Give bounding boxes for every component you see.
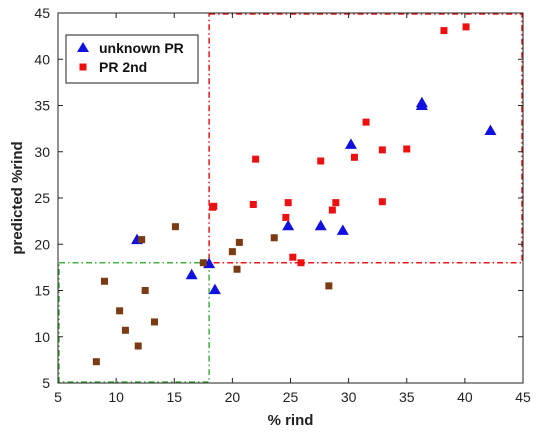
- square-point: [378, 198, 386, 206]
- triangle-point: [336, 224, 349, 235]
- x-tick-label: 35: [399, 389, 415, 405]
- square-point: [249, 200, 257, 208]
- y-tick-label: 20: [34, 236, 50, 252]
- square-point: [235, 238, 243, 246]
- triangle-point: [314, 219, 327, 231]
- y-tick-label: 10: [34, 329, 50, 345]
- region-box-0: [58, 262, 210, 383]
- square-point: [210, 202, 218, 210]
- x-axis-label: % rind: [268, 412, 314, 429]
- square-point: [440, 27, 448, 35]
- triangle-point: [282, 219, 295, 231]
- square-point: [289, 253, 297, 261]
- x-tick-label: 15: [166, 389, 182, 405]
- square-point: [325, 282, 333, 290]
- square-point: [134, 342, 142, 350]
- data-points: [92, 23, 497, 366]
- square-point: [171, 223, 179, 231]
- legend: unknown PR PR 2nd: [65, 34, 199, 84]
- triangle-point: [484, 124, 497, 135]
- square-point: [350, 153, 358, 161]
- triangle-point: [185, 268, 198, 280]
- y-tick-label: 30: [34, 144, 50, 160]
- y-tick-label: 5: [42, 375, 50, 391]
- x-tick-label: 5: [54, 389, 62, 405]
- axis-ticks: 5 10 15 20 25 30 35 40 45 5 10 15 20 25 30 35 40 45: [34, 5, 531, 405]
- y-tick-label: 15: [34, 283, 50, 299]
- square-point: [138, 236, 146, 244]
- legend-marker-square-icon: [79, 63, 87, 71]
- square-point: [92, 358, 100, 366]
- x-tick-label: 45: [515, 389, 531, 405]
- legend-label-pr-2nd: PR 2nd: [99, 59, 147, 75]
- x-tick-label: 10: [108, 389, 124, 405]
- regions-layer: [58, 13, 523, 383]
- square-point: [121, 326, 129, 334]
- square-point: [270, 234, 278, 242]
- square-point: [101, 277, 108, 285]
- square-point: [328, 206, 336, 214]
- legend-label-unknown-pr: unknown PR: [99, 40, 184, 56]
- square-point: [462, 23, 470, 31]
- square-point: [282, 213, 290, 221]
- region-box-1: [208, 13, 523, 264]
- triangle-point: [415, 96, 428, 108]
- y-axis-label: predicted %rind: [9, 141, 26, 254]
- square-point: [228, 248, 236, 256]
- x-tick-label: 40: [457, 389, 473, 405]
- square-point: [141, 287, 149, 294]
- triangle-point: [344, 138, 357, 149]
- square-point: [284, 199, 292, 207]
- legend-marker-triangle-icon: [77, 42, 89, 52]
- y-tick-label: 35: [34, 98, 50, 114]
- x-tick-label: 30: [341, 389, 357, 405]
- square-point: [252, 155, 260, 163]
- x-tick-label: 25: [283, 389, 299, 405]
- square-point: [233, 265, 241, 273]
- square-point: [150, 318, 158, 326]
- square-point: [378, 146, 386, 154]
- square-point: [332, 199, 340, 207]
- square-point: [199, 259, 207, 267]
- square-point: [116, 307, 124, 315]
- square-point: [317, 157, 325, 165]
- square-point: [297, 259, 305, 267]
- y-tick-label: 25: [34, 190, 50, 206]
- y-tick-label: 40: [34, 51, 50, 67]
- legend-box: [65, 34, 199, 84]
- triangle-point: [208, 283, 221, 295]
- y-tick-label: 45: [34, 5, 50, 21]
- square-point: [362, 118, 370, 126]
- x-tick-label: 20: [225, 389, 241, 405]
- square-point: [403, 145, 411, 153]
